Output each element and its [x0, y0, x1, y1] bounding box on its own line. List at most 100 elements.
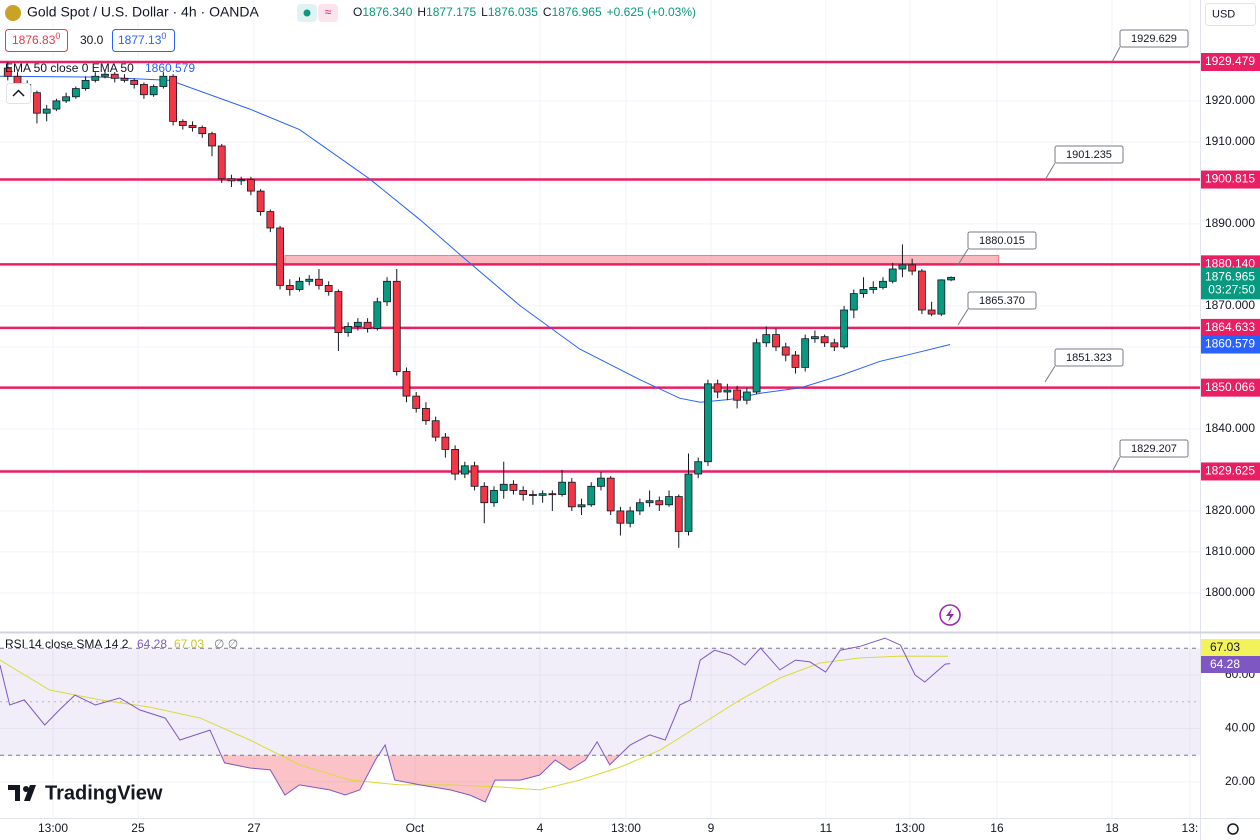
last-price-label: 1876.965	[1205, 270, 1255, 284]
candle-body	[577, 504, 586, 508]
candle-body	[645, 500, 654, 504]
candle-body	[334, 291, 343, 333]
ask: 1877.13	[118, 33, 162, 47]
candle-body	[879, 280, 887, 288]
candle-body	[373, 301, 382, 329]
candle-body	[762, 334, 771, 344]
callout-label: 1880.015	[979, 235, 1025, 247]
candle-body	[140, 84, 148, 96]
spread: 30.0	[80, 33, 104, 47]
candle-body	[529, 494, 537, 496]
candle-body	[704, 383, 712, 463]
candle-body	[52, 100, 61, 110]
zone	[284, 254, 1000, 265]
candle-body	[266, 211, 275, 229]
candle-body	[33, 92, 41, 114]
ema-tag-label: 1860.579	[1205, 337, 1255, 351]
x-tick-label: 13:00	[895, 821, 925, 835]
alert-icon: ≈	[325, 5, 332, 19]
candle-body	[383, 280, 391, 303]
x-tick-label: 13:	[1182, 821, 1199, 835]
level-tag	[1201, 318, 1260, 337]
rsi-sma-tag-label: 67.03	[1210, 640, 1240, 654]
candle-body	[178, 120, 187, 126]
chart-title: Gold Spot / U.S. Dollar · 4h · OANDA	[27, 4, 260, 20]
candle-body	[101, 73, 109, 77]
candle-body	[344, 326, 353, 333]
candle-body	[91, 75, 100, 81]
candle-body	[859, 289, 868, 294]
candle-body	[917, 270, 926, 311]
candle-body	[188, 125, 197, 128]
candle-body	[830, 342, 839, 348]
sell-button[interactable]	[5, 29, 68, 52]
candle-body	[169, 75, 177, 122]
candle-body	[470, 465, 479, 487]
ohlc-readout: O1876.340 H1877.175 L1876.035 C1876.965 +0.6…	[353, 5, 696, 19]
callout-connector	[1111, 46, 1121, 63]
candle-body	[285, 284, 294, 290]
y-tick-label: 1910.000	[1205, 134, 1255, 148]
candle-body	[392, 280, 401, 372]
ema-line	[0, 75, 951, 403]
currency-button[interactable]	[1205, 3, 1256, 26]
candle-body	[217, 145, 226, 180]
callout-label: 1851.323	[1066, 352, 1112, 364]
candle-body	[509, 483, 518, 491]
candle-body	[499, 483, 508, 491]
status-dot	[303, 9, 311, 17]
candle-body	[606, 477, 615, 512]
candle-body	[120, 77, 129, 81]
candle-body	[315, 278, 323, 286]
candle-body	[412, 395, 421, 409]
rsi-pane	[0, 637, 1200, 803]
rsi-legend-value: 64.28	[137, 637, 167, 651]
ohlc-value: 1876.035	[488, 5, 538, 19]
candle-body	[869, 287, 878, 290]
buy-button[interactable]	[112, 29, 175, 52]
candle-body	[246, 179, 255, 192]
candle-body	[198, 127, 207, 135]
callout-connector	[1044, 162, 1056, 181]
candle-body	[276, 227, 284, 286]
overlay: Gold Spot / U.S. Dollar · 4h · OANDA ≈ 1…	[5, 3, 1256, 835]
candle-body	[655, 500, 664, 506]
settings-button[interactable]	[1227, 823, 1239, 835]
bid-price: 1876.830	[12, 31, 60, 47]
ask-sup: 0	[161, 31, 166, 41]
ohlc-change: +0.625 (+0.03%)	[607, 5, 696, 19]
level-tag	[1201, 378, 1260, 397]
candle-body	[71, 88, 80, 98]
candle-body	[460, 465, 469, 475]
collapse-icon	[12, 89, 25, 97]
level-tag-label: 1829.625	[1205, 464, 1255, 478]
candle-body	[888, 268, 897, 282]
callout-box	[1119, 439, 1189, 458]
candle-body	[849, 293, 858, 311]
logo-dot	[23, 786, 29, 792]
callout-connector	[957, 308, 969, 326]
rsi-legend-extra: ∅ ∅	[214, 637, 238, 651]
candle-body	[42, 108, 51, 114]
collapse-button[interactable]	[6, 83, 31, 104]
ema-legend: EMA 50 close 0 EMA 50	[5, 61, 134, 75]
candle-body	[548, 493, 557, 496]
candle-body	[635, 502, 644, 512]
candle-body	[927, 309, 936, 315]
candle-body	[519, 490, 528, 495]
candle-body	[295, 280, 304, 290]
candle-body	[567, 481, 576, 508]
alert-badge[interactable]	[318, 4, 338, 22]
candle-body	[353, 321, 362, 327]
candle-body	[3, 67, 12, 77]
price-pane	[0, 60, 1200, 548]
y-tick-label: 1870.000	[1205, 298, 1255, 312]
x-tick-label: 13:00	[38, 821, 68, 835]
candle-body	[811, 336, 819, 340]
x-tick-label: 27	[247, 821, 261, 835]
candle-body	[723, 389, 732, 393]
candle-body	[237, 179, 246, 182]
last-price-tag	[1201, 267, 1260, 300]
callout-box	[967, 231, 1037, 250]
